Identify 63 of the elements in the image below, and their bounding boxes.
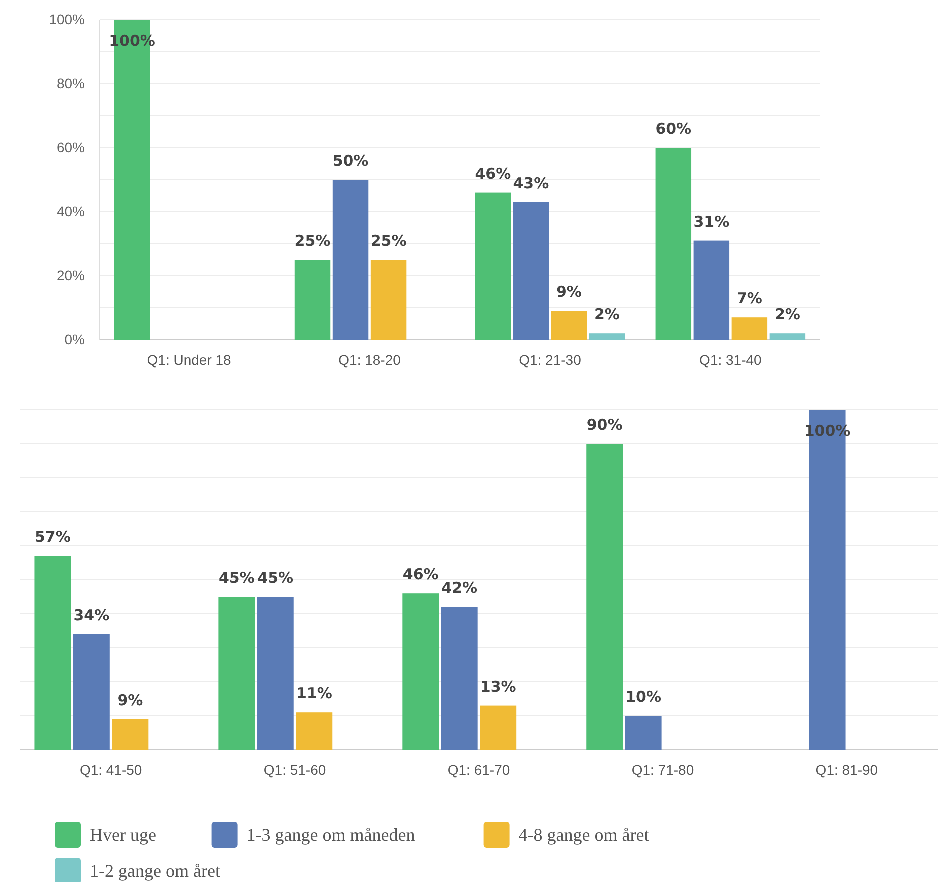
bar — [732, 318, 768, 340]
bar — [402, 594, 440, 750]
data-label: 31% — [694, 212, 730, 231]
bar — [586, 444, 624, 750]
data-label: 60% — [656, 120, 692, 138]
bar — [694, 240, 730, 340]
bar — [475, 192, 512, 340]
bar — [332, 180, 369, 340]
x-tick-label: Q1: 81-90 — [816, 762, 878, 778]
data-label: 9% — [118, 691, 144, 710]
y-tick-label: 100% — [49, 11, 85, 28]
data-label: 2% — [774, 306, 800, 324]
y-tick-label: 60% — [56, 139, 85, 156]
x-tick-label: Q1: 18-20 — [338, 352, 402, 368]
data-label: 7% — [736, 290, 762, 308]
x-tick-label: Q1: 31-40 — [700, 352, 762, 368]
bar — [441, 607, 478, 750]
data-label: 90% — [586, 416, 623, 434]
data-label: 25% — [370, 232, 407, 250]
data-label: 50% — [332, 152, 369, 170]
legend-label: 1-2 gange om året — [90, 861, 220, 881]
legend-label: 1-3 gange om måneden — [246, 825, 416, 845]
data-label: 10% — [626, 688, 662, 706]
bar — [218, 597, 256, 750]
bar — [294, 260, 331, 340]
legend-label: 4-8 gange om året — [518, 825, 650, 845]
bar — [625, 716, 662, 750]
bar — [296, 712, 333, 750]
bar — [480, 706, 517, 750]
bar — [513, 202, 550, 340]
bar — [551, 311, 588, 340]
bar — [589, 334, 626, 340]
data-label: 2% — [594, 306, 620, 324]
data-label: 25% — [294, 232, 331, 250]
x-tick-label: Q1: Under 18 — [147, 352, 232, 368]
data-label: 46% — [402, 566, 439, 584]
data-label: 45% — [218, 569, 255, 587]
data-label: 9% — [556, 283, 582, 302]
bar — [770, 334, 806, 340]
data-label: 34% — [74, 606, 110, 624]
y-tick-label: 80% — [56, 75, 85, 92]
x-tick-label: Q1: 21-30 — [519, 352, 582, 368]
x-tick-label: Q1: 61-70 — [448, 762, 510, 778]
x-tick-label: Q1: 41-50 — [80, 762, 142, 778]
data-label: 45% — [258, 569, 294, 587]
x-tick-label: Q1: 51-60 — [264, 762, 326, 778]
data-label: 42% — [442, 579, 478, 598]
x-tick-label: Q1: 71-80 — [632, 762, 694, 778]
bar — [656, 148, 692, 340]
y-tick-label: 0% — [64, 331, 85, 348]
legend-label: Hver uge — [90, 825, 156, 845]
data-label: 57% — [34, 528, 71, 546]
bar — [73, 634, 110, 750]
data-label: 13% — [480, 678, 516, 696]
y-tick-label: 20% — [56, 267, 85, 284]
bar — [257, 597, 294, 750]
bar — [370, 260, 407, 340]
data-label: 43% — [513, 174, 550, 192]
y-tick-label: 40% — [56, 203, 85, 220]
bar — [112, 719, 149, 750]
data-label: 11% — [296, 684, 332, 703]
bar — [34, 556, 72, 750]
data-label: 46% — [475, 164, 512, 183]
